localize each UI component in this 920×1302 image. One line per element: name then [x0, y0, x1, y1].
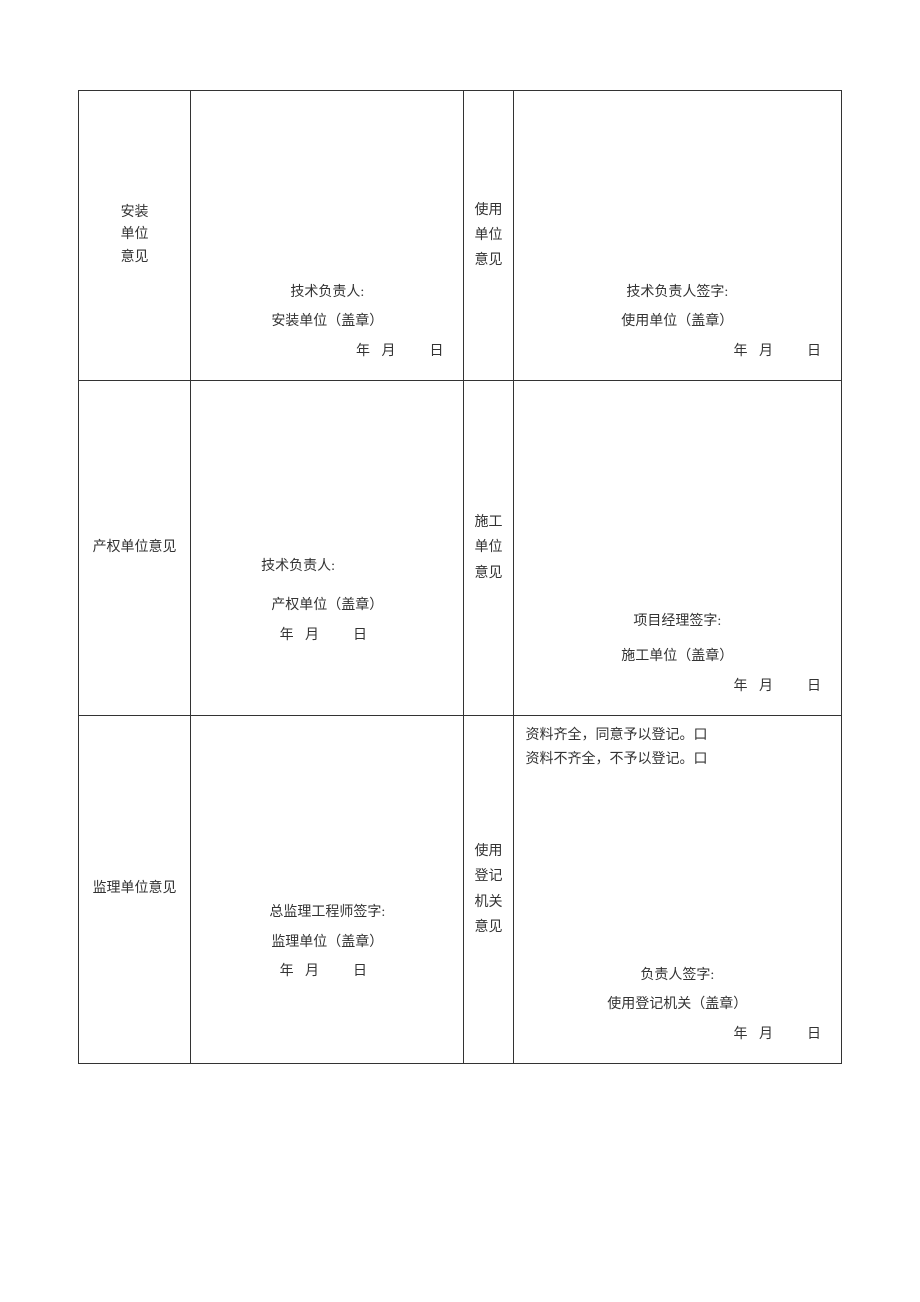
complete-text: 资料齐全，同意予以登记。口 [526, 724, 708, 748]
install-unit-seal: 安装单位（盖章） [203, 307, 451, 336]
supervision-unit-label-cell: 监理单位意见 [79, 716, 191, 1064]
supervision-unit-seal: 监理单位（盖章） [203, 928, 451, 957]
property-unit-label-cell: 产权单位意见 [79, 381, 191, 716]
date-line: 年 月 日 [203, 957, 451, 986]
date-line: 年 月 日 [203, 337, 451, 366]
tech-lead-sign: 技术负责人: [203, 278, 451, 307]
use-unit-label: 使用 单位 意见 [472, 198, 504, 274]
install-unit-content: 技术负责人: 安装单位（盖章） 年 月 日 [191, 91, 464, 381]
property-unit-seal: 产权单位（盖章） [203, 591, 451, 620]
registration-authority-label-cell: 使用 登记 机关 意见 [464, 716, 513, 1064]
pm-sign: 项目经理签字: [526, 607, 829, 636]
construction-unit-label-cell: 施工 单位 意见 [464, 381, 513, 716]
table-row: 安装 单位 意见 技术负责人: 安装单位（盖章） 年 月 日 使用 单位 意见 … [79, 91, 842, 381]
supervision-unit-label: 监理单位意见 [87, 878, 182, 900]
install-unit-label-cell: 安装 单位 意见 [79, 91, 191, 381]
use-unit-label-cell: 使用 单位 意见 [464, 91, 513, 381]
registration-authority-content: 资料齐全，同意予以登记。口 资料不齐全，不予以登记。口 负责人签字: 使用登记机… [513, 716, 841, 1064]
chief-supervisor-sign: 总监理工程师签字: [203, 898, 451, 927]
supervision-unit-content: 总监理工程师签字: 监理单位（盖章） 年 月 日 [191, 716, 464, 1064]
responsible-sign: 负责人签字: [526, 961, 829, 990]
date-line: 年 月 日 [526, 337, 829, 366]
date-line: 年 月 日 [526, 1020, 829, 1049]
opinion-table: 安装 单位 意见 技术负责人: 安装单位（盖章） 年 月 日 使用 单位 意见 … [78, 90, 842, 1064]
date-line: 年 月 日 [203, 621, 451, 650]
use-unit-seal: 使用单位（盖章） [526, 307, 829, 336]
date-line: 年 月 日 [526, 672, 829, 701]
registration-seal: 使用登记机关（盖章） [526, 990, 829, 1019]
property-unit-content: 技术负责人: 产权单位（盖章） 年 月 日 [191, 381, 464, 716]
construction-unit-content: 项目经理签字: 施工单位（盖章） 年 月 日 [513, 381, 841, 716]
tech-lead-sign: 技术负责人: [261, 552, 451, 581]
registration-authority-label: 使用 登记 机关 意见 [472, 839, 504, 940]
property-unit-label: 产权单位意见 [87, 537, 182, 559]
construction-unit-seal: 施工单位（盖章） [526, 642, 829, 671]
table-row: 监理单位意见 总监理工程师签字: 监理单位（盖章） 年 月 日 使用 登记 机关… [79, 716, 842, 1064]
table-row: 产权单位意见 技术负责人: 产权单位（盖章） 年 月 日 施工 单位 意见 项目… [79, 381, 842, 716]
use-unit-content: 技术负责人签字: 使用单位（盖章） 年 月 日 [513, 91, 841, 381]
construction-unit-label: 施工 单位 意见 [472, 510, 504, 586]
install-unit-label: 安装 单位 意见 [87, 202, 182, 269]
registration-top-block: 资料齐全，同意予以登记。口 资料不齐全，不予以登记。口 [526, 724, 708, 772]
tech-lead-sign: 技术负责人签字: [526, 278, 829, 307]
incomplete-text: 资料不齐全，不予以登记。口 [526, 748, 708, 772]
